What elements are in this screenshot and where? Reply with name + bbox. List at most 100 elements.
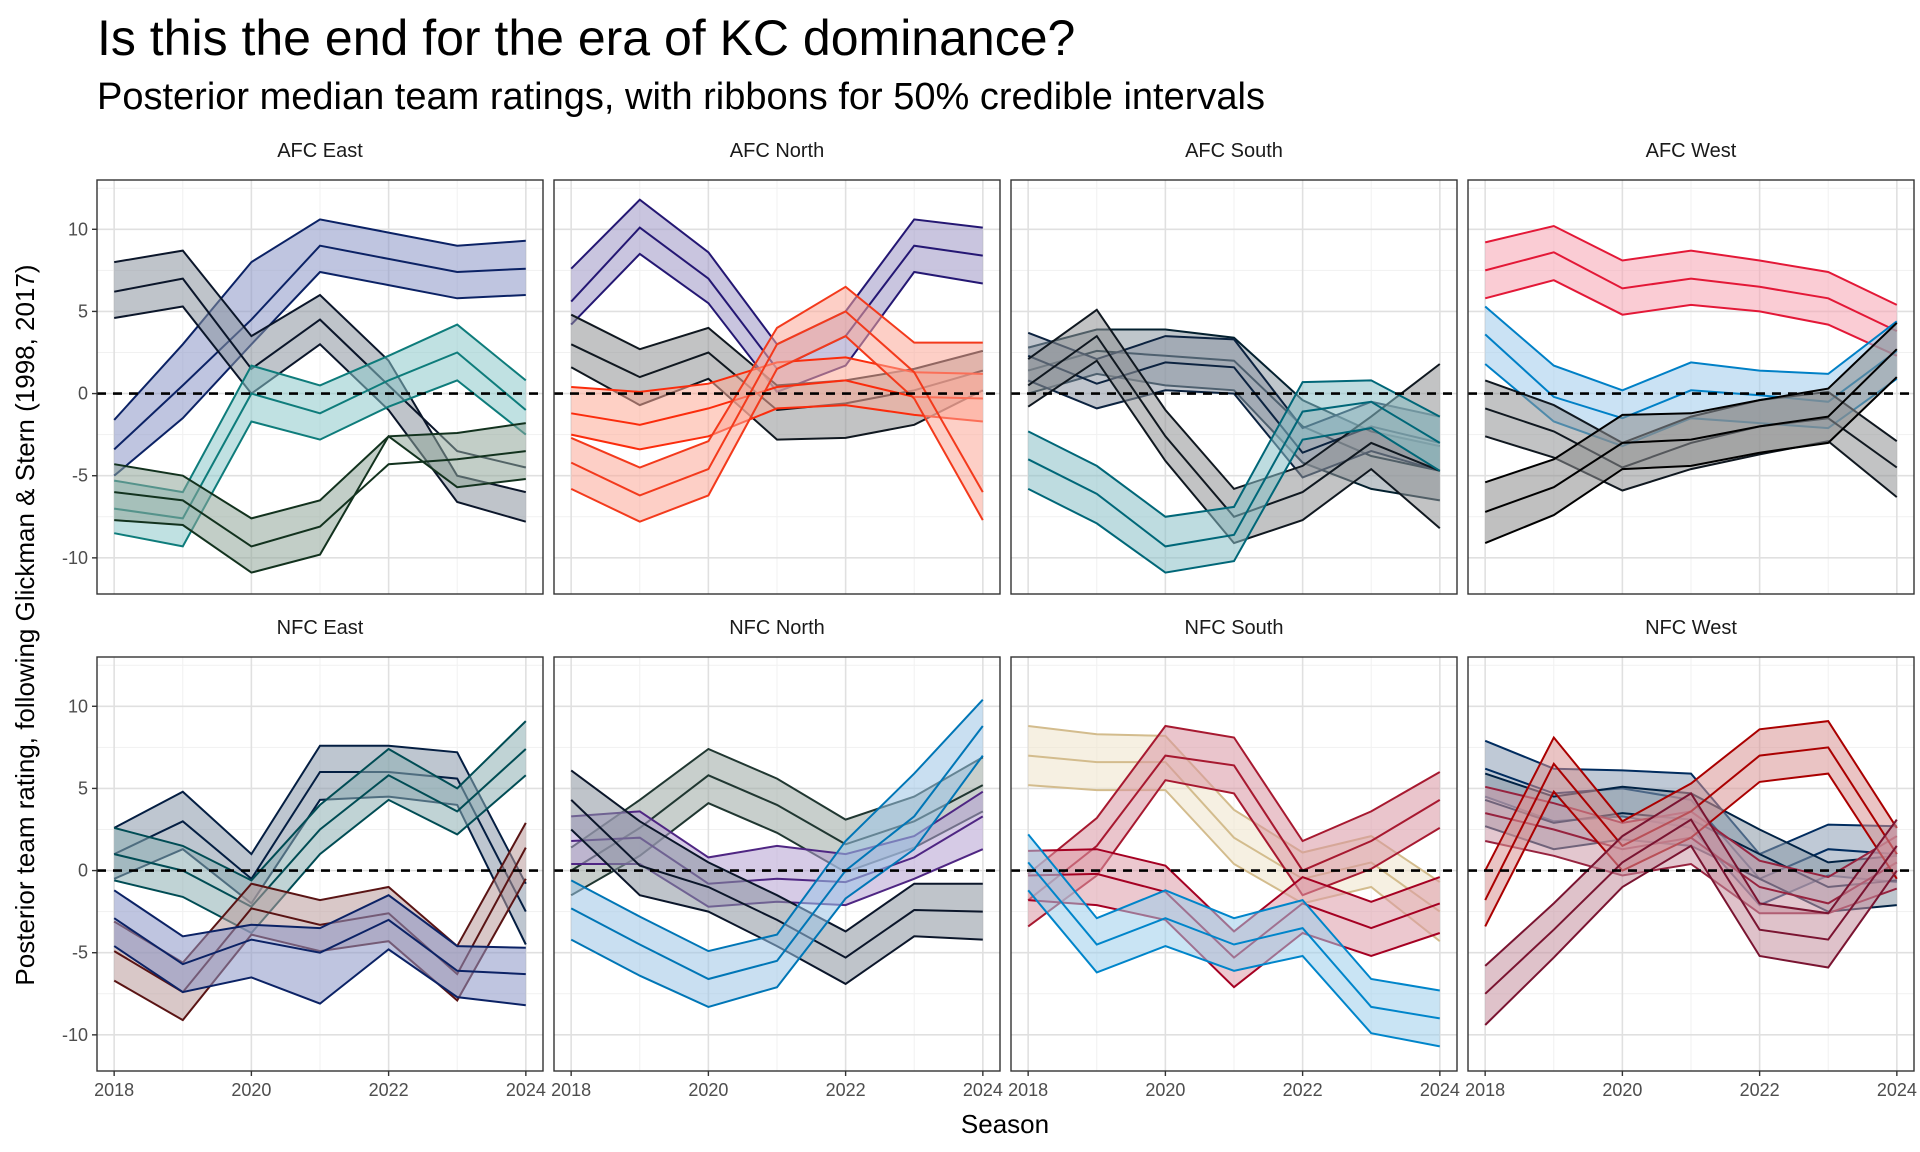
- facet-label: AFC North: [730, 140, 824, 162]
- upper-bound-line: [1027, 833, 1440, 992]
- lower-bound-line: [113, 945, 526, 1007]
- lower-bound-line: [113, 270, 526, 477]
- series-group: [1027, 724, 1441, 1048]
- series-group: [1484, 720, 1898, 1026]
- median-line: [570, 725, 984, 981]
- y-tick-label: -10: [62, 548, 88, 568]
- lower-bound-line: [114, 434, 526, 574]
- chart-title: Is this the end for the era of KC domina…: [97, 10, 1076, 66]
- y-tick-label: -10: [62, 1025, 88, 1045]
- credible-ribbon: [114, 721, 526, 933]
- x-tick-label: 2022: [1740, 1080, 1780, 1100]
- x-tick-label: 2024: [1877, 1080, 1917, 1100]
- credible-ribbon: [571, 770, 983, 984]
- series-group: [113, 720, 527, 1022]
- median-line: [1027, 861, 1440, 1020]
- x-tick-label: 2022: [369, 1080, 409, 1100]
- y-tick-label: 0: [78, 384, 88, 404]
- facet-panel-2: AFC South: [1010, 140, 1458, 595]
- upper-bound-line: [113, 744, 527, 885]
- credible-ribbon: [1485, 322, 1897, 544]
- credible-ribbon: [571, 699, 983, 1007]
- facet-panel-7: NFC West 2018 2020 2022 2024: [1465, 617, 1917, 1100]
- upper-bound-line: [1484, 322, 1898, 484]
- facet-label: NFC South: [1185, 617, 1284, 639]
- x-tick-label: 2022: [826, 1080, 866, 1100]
- panel-border: [553, 179, 1001, 595]
- lower-bound-line: [570, 404, 983, 451]
- chart-subtitle: Posterior median team ratings, with ribb…: [97, 76, 1265, 118]
- x-tick-label: 2018: [551, 1080, 591, 1100]
- credible-ribbon: [1028, 380, 1440, 573]
- y-tick-label: 0: [78, 861, 88, 881]
- y-tick-label: -5: [72, 466, 88, 486]
- x-tick-label: 2020: [1145, 1080, 1185, 1100]
- lower-bound-line: [570, 755, 984, 1008]
- median-line: [570, 799, 983, 959]
- series-group: [570, 699, 984, 1008]
- upper-bound-line: [1027, 379, 1441, 518]
- upper-bound-line: [1484, 224, 1898, 306]
- facet-panel-4: NFC East -10 -5 0 5 10 2018 2020 2022 2024: [62, 617, 546, 1100]
- upper-bound-line: [1484, 792, 1898, 967]
- credible-ribbon: [1485, 226, 1897, 356]
- x-tick-label: 2024: [1420, 1080, 1460, 1100]
- series-group: [570, 198, 984, 523]
- median-line: [1027, 400, 1441, 548]
- panel-border: [553, 656, 1001, 1072]
- series-group: [113, 218, 527, 574]
- x-tick-label: 2024: [963, 1080, 1003, 1100]
- lower-bound-line: [1028, 784, 1441, 942]
- facet-label: NFC North: [729, 617, 825, 639]
- credible-ribbon: [114, 890, 526, 1006]
- credible-ribbon: [114, 219, 526, 476]
- x-tick-label: 2024: [506, 1080, 546, 1100]
- credible-ribbon: [1485, 793, 1897, 1025]
- median-line: [113, 917, 526, 976]
- x-tick-label: 2020: [688, 1080, 728, 1100]
- panel-border: [1010, 656, 1458, 1072]
- lower-bound-line: [1027, 427, 1441, 574]
- median-line: [1484, 818, 1898, 995]
- upper-bound-line: [1484, 720, 1898, 872]
- lower-bound-line: [1484, 376, 1898, 545]
- median-line: [113, 771, 527, 913]
- median-line: [1484, 348, 1898, 513]
- upper-bound-line: [570, 769, 983, 933]
- median-line: [114, 450, 526, 548]
- panel-border: [1010, 179, 1458, 595]
- x-tick-label: 2018: [1008, 1080, 1048, 1100]
- y-axis-title: Posterior team rating, following Glickma…: [10, 264, 40, 985]
- facet-label: NFC East: [277, 617, 364, 639]
- y-tick-label: -5: [72, 943, 88, 963]
- lower-bound-line: [1484, 279, 1898, 357]
- facet-panel-5: NFC North 2018 2020 2022 2024: [551, 617, 1003, 1100]
- facet-panel-6: NFC South 2018 2020 2022 2024: [1008, 617, 1460, 1100]
- x-tick-label: 2018: [94, 1080, 134, 1100]
- facet-panel-3: AFC West: [1467, 140, 1915, 595]
- lower-bound-line: [114, 305, 527, 523]
- credible-ribbon: [114, 423, 526, 573]
- x-tick-label: 2020: [231, 1080, 271, 1100]
- x-tick-label: 2022: [1283, 1080, 1323, 1100]
- series-group: [1484, 224, 1898, 545]
- facet-label: AFC West: [1646, 140, 1737, 162]
- y-tick-label: 5: [78, 778, 88, 798]
- upper-bound-line: [114, 422, 526, 520]
- panel-border: [96, 656, 544, 1072]
- credible-ribbon: [114, 324, 526, 547]
- upper-bound-line: [570, 699, 984, 953]
- median-line: [570, 310, 984, 497]
- facet-label: AFC East: [277, 140, 363, 162]
- facet-panel-1: AFC North: [553, 140, 1001, 595]
- upper-bound-line: [113, 218, 526, 421]
- x-tick-label: 2018: [1465, 1080, 1505, 1100]
- y-tick-label: 10: [68, 219, 88, 239]
- credible-ribbon: [1028, 726, 1440, 927]
- credible-ribbon: [571, 286, 983, 522]
- credible-ribbon: [571, 357, 983, 450]
- x-tick-label: 2020: [1602, 1080, 1642, 1100]
- x-axis-title: Season: [961, 1109, 1049, 1139]
- median-line: [1027, 754, 1441, 901]
